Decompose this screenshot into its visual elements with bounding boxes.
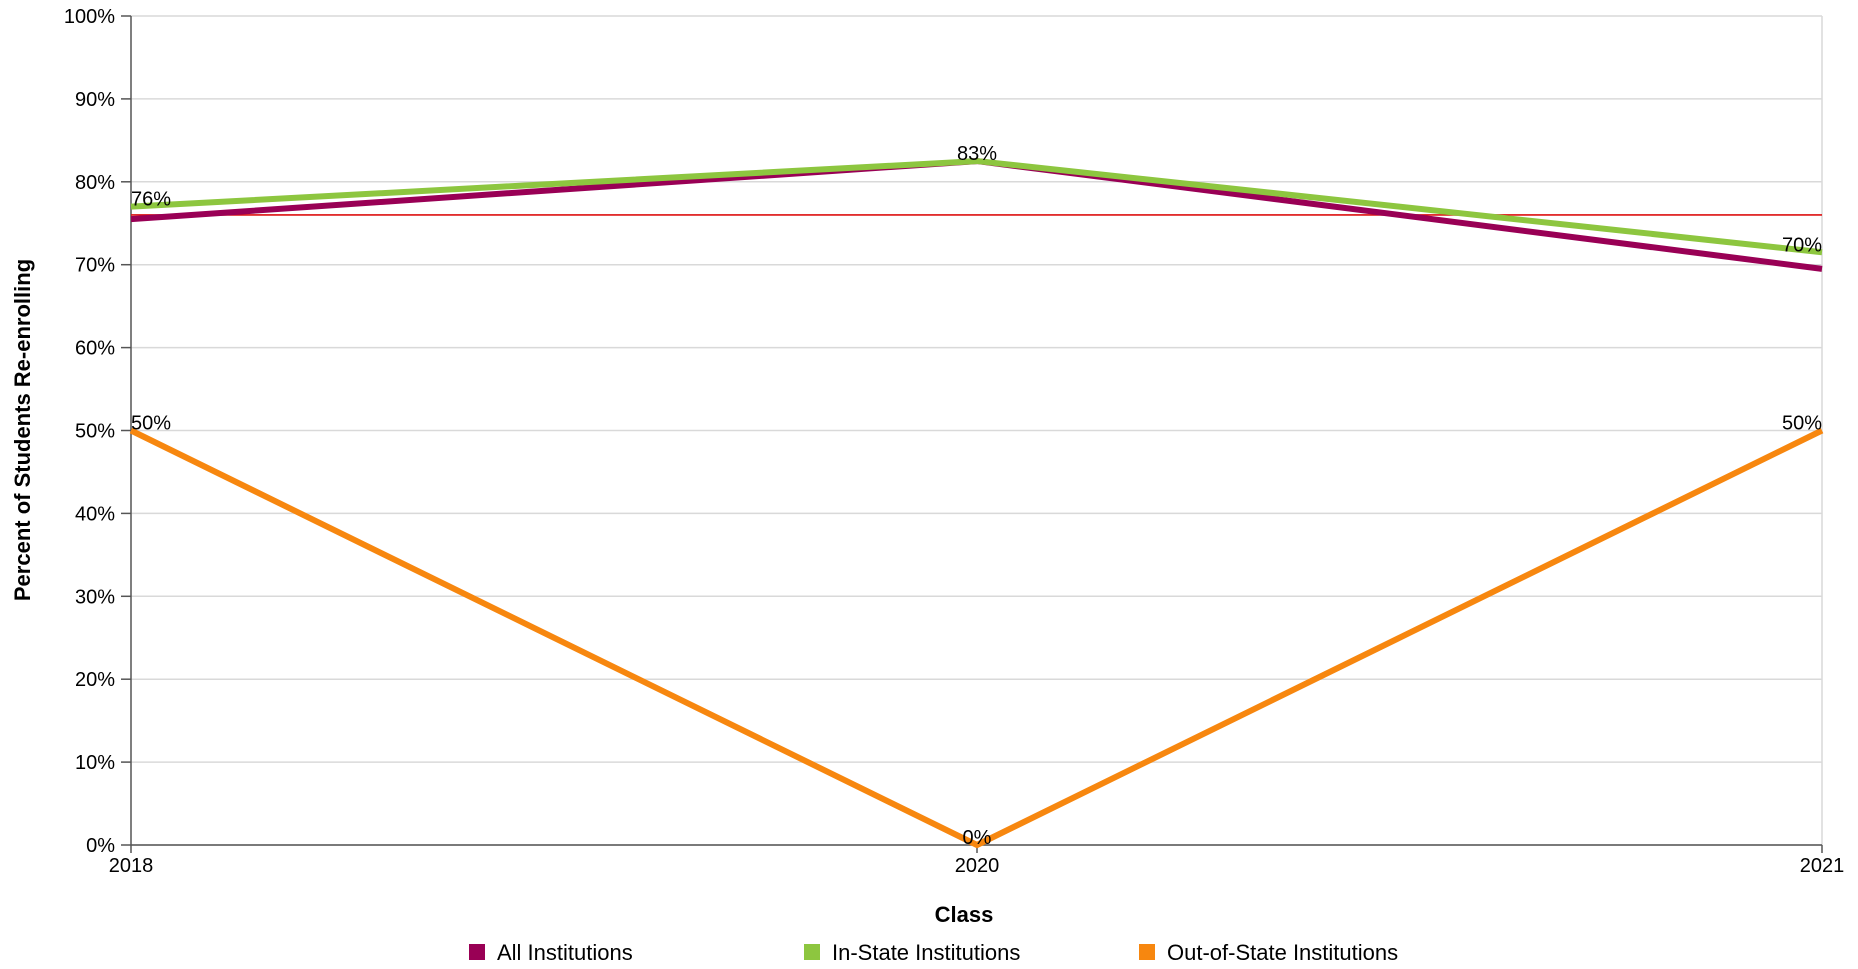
legend-label: In-State Institutions [832,940,1020,964]
x-tick-label: 2021 [1800,855,1845,877]
data-label: 83% [957,143,997,165]
series-line-out-of-state-institutions [129,427,1824,848]
y-tick-label: 50% [75,421,115,443]
legend-label: Out-of-State Institutions [1167,940,1398,964]
y-tick-label: 60% [75,338,115,360]
y-tick-label: 80% [75,172,115,194]
data-label: 70% [1782,234,1822,256]
axes [130,16,1823,853]
legend: All Institutions In-State Institutions Out… [469,940,1398,965]
y-tick-label: 20% [75,669,115,691]
grid-lines [121,15,1822,846]
y-tick-label: 100% [64,6,115,28]
x-tick-label: 2020 [955,855,1000,877]
y-tick-label: 10% [75,752,115,774]
tick-labels: 0% 10% 20% 30% 40% 50% 60% 70% 80% 90% 100% 2018 202… [64,6,1844,877]
data-labels: 76% 83% 70% 50% 0% 50% [131,143,1822,849]
data-label: 0% [963,827,992,849]
data-label: 76% [131,189,171,211]
y-axis-title: Percent of Students Re-enrolling [10,259,35,601]
legend-swatch [804,944,820,960]
series-lines [129,158,1824,848]
y-tick-label: 0% [86,835,115,857]
legend-swatch [1139,944,1155,960]
y-tick-label: 30% [75,586,115,608]
y-tick-label: 70% [75,255,115,277]
x-tick-label: 2018 [109,855,154,877]
y-tick-label: 90% [75,89,115,111]
legend-swatch [469,944,485,960]
data-label: 50% [131,413,171,435]
legend-label: All Institutions [497,940,633,964]
y-tick-label: 40% [75,503,115,525]
x-axis-title: Class [935,902,994,927]
series-line-in-state-institutions [130,158,1823,256]
data-label: 50% [1782,413,1822,435]
